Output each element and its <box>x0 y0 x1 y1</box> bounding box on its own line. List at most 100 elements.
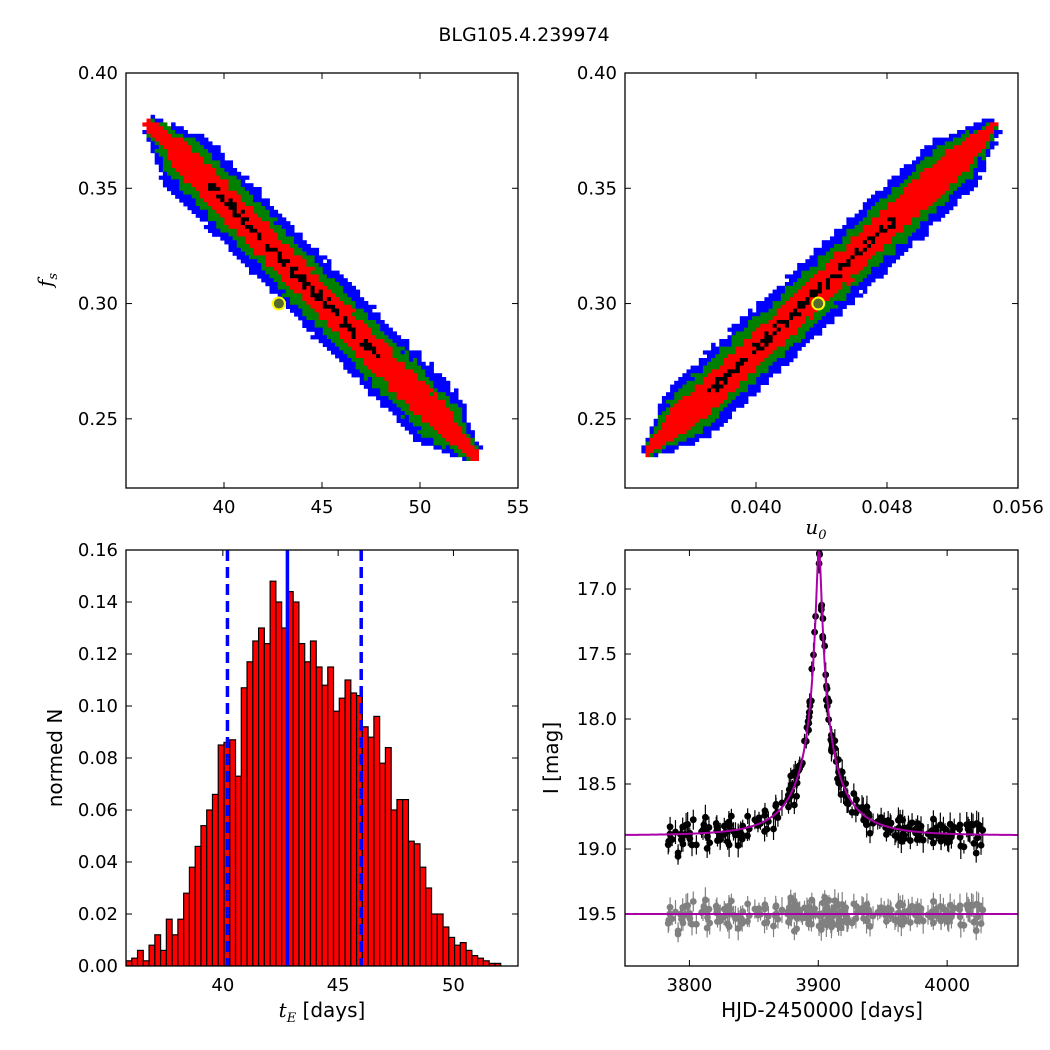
posterior-cell <box>302 285 307 290</box>
posterior-cell <box>932 160 937 165</box>
posterior-cell <box>363 377 369 382</box>
posterior-cell <box>670 430 675 435</box>
posterior-cell <box>891 179 896 184</box>
posterior-cell <box>715 418 720 423</box>
posterior-cell <box>854 240 860 245</box>
posterior-cell <box>216 156 221 161</box>
posterior-cell <box>220 217 225 222</box>
posterior-cell <box>224 206 229 211</box>
posterior-cell <box>400 346 406 351</box>
posterior-cell <box>793 308 798 313</box>
posterior-cell <box>310 247 315 252</box>
posterior-cell <box>363 312 369 317</box>
posterior-cell <box>437 377 443 382</box>
posterior-cell <box>784 289 790 294</box>
posterior-cell <box>928 171 933 176</box>
posterior-cell <box>167 149 172 154</box>
histogram-bar <box>257 627 265 966</box>
posterior-cell <box>380 377 385 382</box>
posterior-cell <box>294 232 299 237</box>
posterior-cell <box>208 152 213 157</box>
posterior-cell <box>821 266 827 271</box>
posterior-cell <box>421 407 426 412</box>
posterior-cell <box>830 270 835 275</box>
posterior-cell <box>343 323 348 328</box>
posterior-cell <box>973 130 978 135</box>
posterior-cell <box>961 160 966 165</box>
posterior-cell <box>302 274 307 279</box>
posterior-cell <box>322 270 328 275</box>
posterior-cell <box>413 399 418 404</box>
posterior-cell <box>187 145 192 150</box>
posterior-cell <box>154 149 160 154</box>
posterior-cell <box>408 411 414 416</box>
posterior-cell <box>850 244 855 249</box>
posterior-cell <box>748 342 753 347</box>
posterior-cell <box>343 346 348 351</box>
posterior-cell <box>748 358 753 363</box>
posterior-cell <box>797 316 802 321</box>
posterior-cell <box>928 183 933 188</box>
posterior-cell <box>887 190 892 195</box>
posterior-cell <box>895 255 901 260</box>
data-point <box>936 821 944 829</box>
posterior-cell <box>719 392 724 397</box>
posterior-cell <box>273 213 279 218</box>
posterior-cell <box>772 289 778 294</box>
posterior-cell <box>760 380 765 385</box>
posterior-cell <box>318 263 324 268</box>
posterior-cell <box>236 213 242 218</box>
posterior-cell <box>265 225 270 230</box>
posterior-cell <box>707 426 712 431</box>
posterior-cell <box>739 354 745 359</box>
posterior-cell <box>711 361 716 366</box>
posterior-cell <box>678 411 683 416</box>
posterior-cell <box>326 274 332 279</box>
posterior-cell <box>895 244 901 249</box>
posterior-cell <box>220 225 225 230</box>
posterior-cell <box>232 209 238 214</box>
posterior-cell <box>372 369 377 374</box>
posterior-cell <box>924 217 929 222</box>
posterior-cell <box>809 323 814 328</box>
posterior-cell <box>224 221 229 226</box>
posterior-cell <box>408 377 414 382</box>
posterior-cell <box>236 183 242 188</box>
posterior-cell <box>858 232 864 237</box>
posterior-cell <box>678 399 683 404</box>
posterior-cell <box>339 308 344 313</box>
posterior-cell <box>887 236 892 241</box>
posterior-cell <box>224 240 229 245</box>
posterior-cell <box>281 293 287 298</box>
histogram-bar <box>126 960 133 966</box>
posterior-cell <box>682 430 687 435</box>
posterior-cell <box>994 122 999 127</box>
posterior-cell <box>686 422 691 427</box>
posterior-cell <box>977 137 983 142</box>
residual-point <box>941 913 948 921</box>
posterior-cell <box>388 399 393 404</box>
posterior-cell <box>784 312 790 317</box>
posterior-cell <box>265 282 270 287</box>
posterior-cell <box>731 354 737 359</box>
posterior-cell <box>809 327 814 332</box>
posterior-cell <box>748 369 753 374</box>
posterior-cell <box>310 323 315 328</box>
data-point <box>726 821 734 829</box>
posterior-cell <box>462 426 467 431</box>
posterior-cell <box>891 225 896 230</box>
posterior-cell <box>674 399 679 404</box>
posterior-cell <box>253 244 258 249</box>
posterior-cell <box>780 354 786 359</box>
posterior-cell <box>187 198 192 203</box>
posterior-cell <box>879 247 884 252</box>
histogram-bar <box>234 775 242 966</box>
posterior-cell <box>657 418 663 423</box>
posterior-cell <box>748 312 753 317</box>
posterior-cell <box>776 301 782 306</box>
posterior-cell <box>318 320 324 325</box>
posterior-cell <box>429 422 434 427</box>
posterior-cell <box>866 251 872 256</box>
posterior-cell <box>850 232 855 237</box>
posterior-cell <box>318 316 324 321</box>
